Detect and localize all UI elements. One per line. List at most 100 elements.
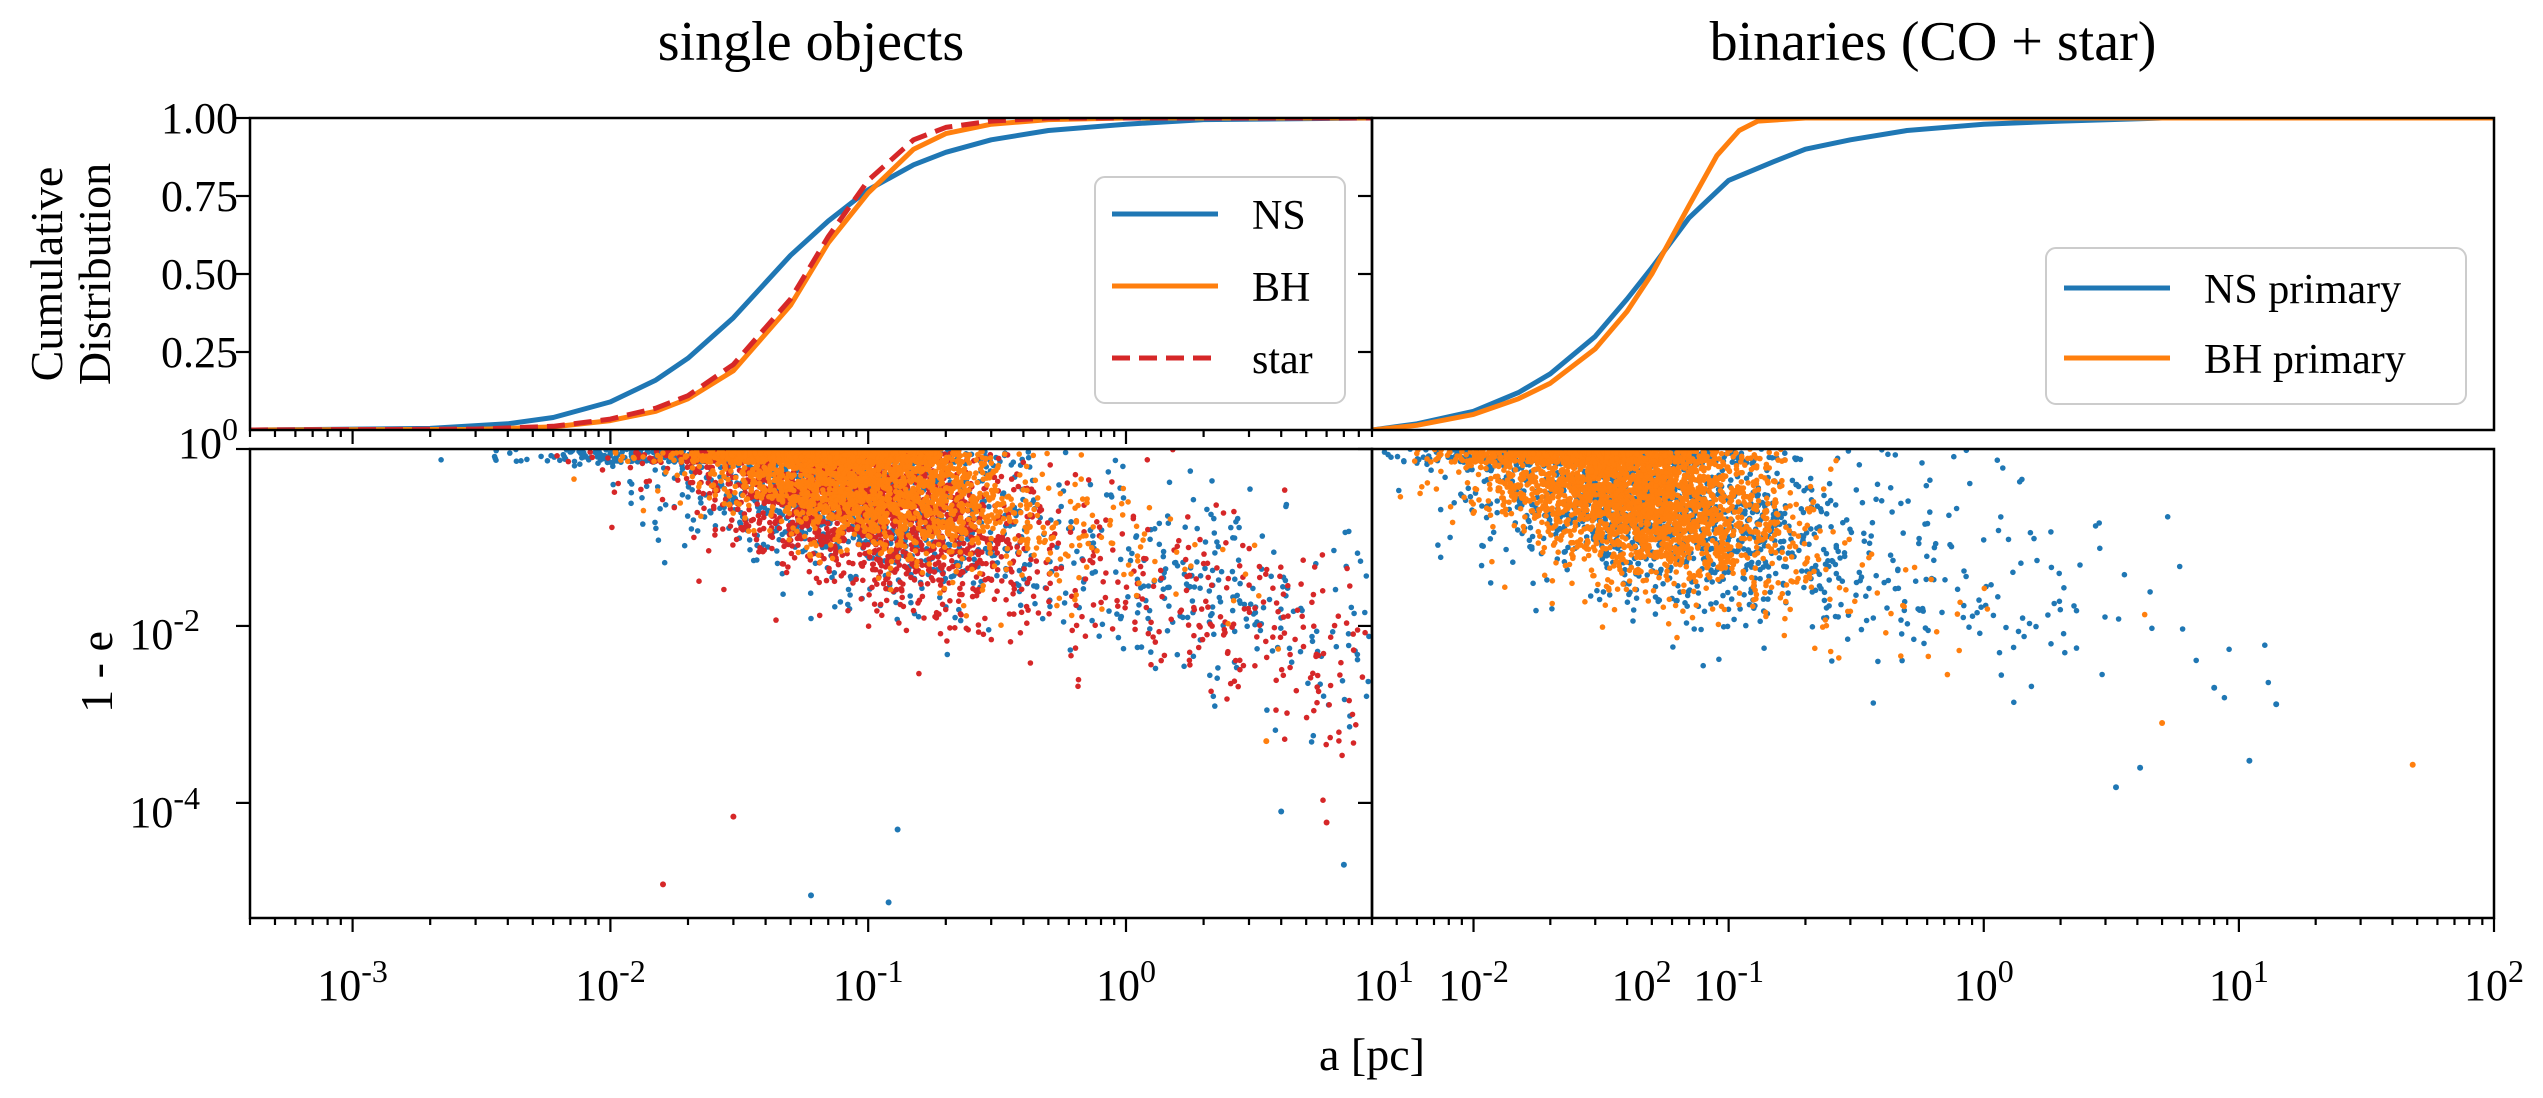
- scatter-point: [1207, 672, 1213, 679]
- scatter-point: [991, 596, 998, 603]
- scatter-point: [1354, 627, 1361, 633]
- scatter-point: [661, 559, 668, 566]
- scatter-point: [1229, 607, 1236, 614]
- scatter-point: [1331, 622, 1338, 629]
- scatter-point: [1004, 536, 1011, 543]
- scatter-point: [983, 560, 989, 567]
- scatter-point: [1075, 683, 1081, 690]
- scatter-point: [1335, 613, 1342, 619]
- scatter-point: [1001, 451, 1008, 457]
- scatter-point: [1074, 548, 1080, 555]
- scatter-point: [1210, 693, 1217, 700]
- scatter-point: [1266, 596, 1273, 603]
- scatter-point: [1168, 616, 1174, 623]
- scatter-point: [1299, 607, 1305, 614]
- scatter-point: [1064, 480, 1071, 486]
- scatter-point: [1351, 610, 1357, 617]
- scatter-point: [565, 458, 572, 465]
- scatter-point: [692, 469, 699, 476]
- scatter-point: [878, 563, 885, 569]
- scatter-point: [1089, 570, 1096, 576]
- scatter-point: [1323, 741, 1329, 748]
- scatter-point: [1017, 602, 1024, 609]
- scatter-point: [860, 470, 866, 477]
- scatter-point: [1024, 580, 1031, 586]
- scatter-point: [1028, 556, 1034, 563]
- scatter-point: [1310, 732, 1317, 739]
- scatter-point: [865, 623, 872, 629]
- scatter-point: [799, 509, 806, 516]
- scatter-point: [696, 578, 702, 584]
- scatter-point: [1044, 450, 1050, 457]
- scatter-point: [745, 528, 752, 534]
- scatter-point: [1072, 587, 1078, 594]
- scatter-point: [918, 581, 924, 587]
- scatter-point: [689, 487, 695, 493]
- scatter-point: [976, 519, 982, 525]
- scatter-point: [640, 521, 646, 527]
- scatter-point: [1237, 657, 1243, 664]
- scatter-point: [660, 450, 666, 456]
- scatter-point: [1204, 560, 1211, 567]
- scatter-point: [760, 548, 766, 555]
- scatter-point: [874, 581, 880, 587]
- scatter-point: [1061, 600, 1068, 606]
- scatter-point: [1113, 569, 1119, 575]
- scatter-point: [1087, 481, 1094, 488]
- scatter-point: [975, 629, 982, 635]
- scatter-point: [697, 495, 704, 501]
- scatter-point: [1072, 471, 1079, 478]
- scatter-point: [1125, 499, 1131, 505]
- scatter-point: [1089, 559, 1096, 566]
- scatter-point: [893, 599, 899, 606]
- scatter-point: [900, 603, 907, 610]
- scatter-point: [1278, 666, 1285, 673]
- scatter-point: [1194, 559, 1200, 565]
- scatter-point: [946, 565, 952, 572]
- scatter-point: [937, 582, 944, 588]
- scatter-point: [671, 504, 678, 511]
- scatter-point: [1092, 622, 1098, 629]
- scatter-point: [979, 549, 985, 555]
- scatter-point: [694, 528, 701, 534]
- scatter-point: [773, 617, 779, 623]
- scatter-point: [869, 566, 876, 573]
- scatter-point: [1097, 555, 1104, 562]
- scatter-point: [756, 520, 762, 526]
- scatter-point: [880, 580, 887, 587]
- scatter-point: [1120, 495, 1127, 501]
- scatter-point: [1336, 738, 1342, 744]
- scatter-point: [1172, 559, 1179, 566]
- scatter-point: [962, 451, 968, 458]
- scatter-point: [1012, 518, 1019, 525]
- scatter-point: [1000, 490, 1007, 496]
- scatter-point: [916, 670, 922, 677]
- scatter-point: [975, 451, 981, 458]
- scatter-point: [1214, 675, 1220, 681]
- scatter-point: [1286, 645, 1293, 652]
- scatter-point: [707, 508, 713, 514]
- scatter-point: [1313, 628, 1320, 635]
- scatter-point: [1228, 524, 1234, 531]
- scatter-point: [712, 532, 718, 538]
- scatter-point: [1342, 529, 1348, 536]
- scatter-point: [942, 606, 949, 613]
- scatter-point: [577, 461, 583, 468]
- scatter-point: [993, 508, 999, 514]
- scatter-point: [866, 592, 872, 598]
- scatter-point: [931, 569, 938, 575]
- scatter-point: [994, 538, 1001, 545]
- scatter-point: [1309, 633, 1315, 640]
- scatter-point: [776, 525, 783, 532]
- scatter-point: [730, 463, 736, 470]
- scatter-point: [1134, 644, 1141, 651]
- scatter-point: [869, 584, 875, 591]
- scatter-point: [965, 516, 972, 523]
- scatter-point: [1223, 585, 1230, 591]
- scatter-point: [1308, 739, 1315, 745]
- scatter-point: [679, 465, 686, 472]
- scatter-point: [689, 479, 696, 486]
- scatter-point: [923, 550, 930, 557]
- scatter-point: [1158, 657, 1164, 664]
